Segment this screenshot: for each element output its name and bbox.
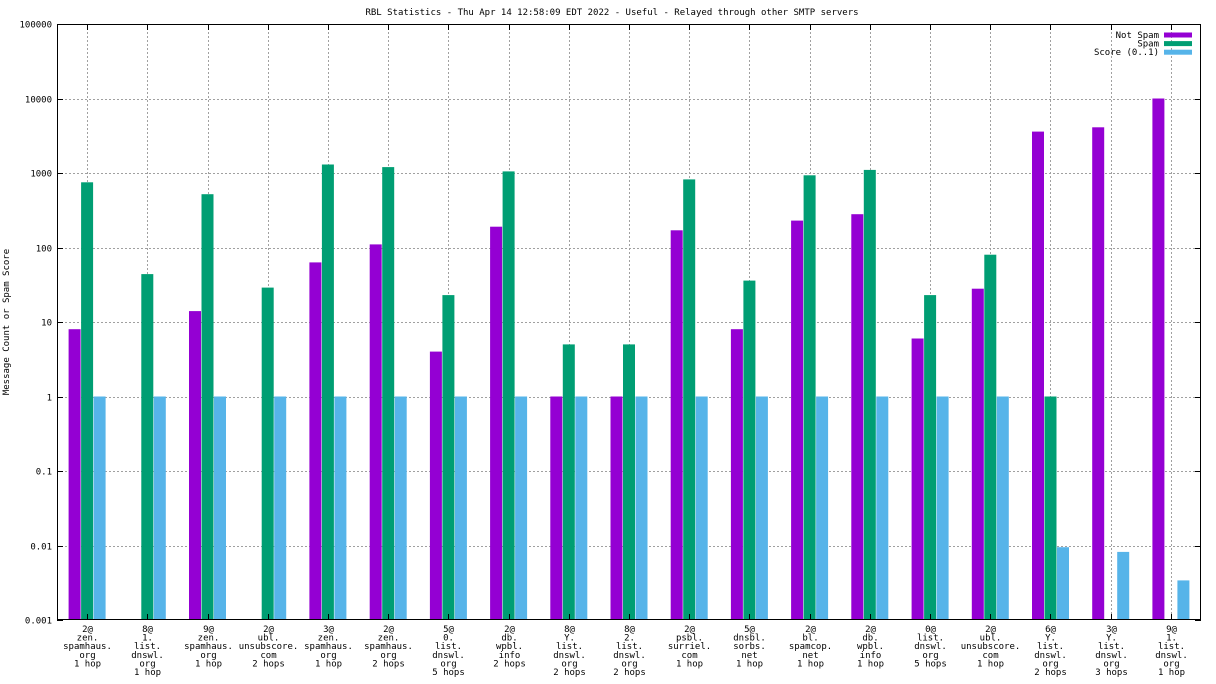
bar-not-spam [369, 244, 382, 620]
y-tick-label: 10000 [25, 96, 52, 106]
bar-spam [141, 274, 154, 620]
bar-score-0-1 [575, 396, 588, 620]
y-tick-label: 1 [47, 394, 52, 404]
bar-score-0-1 [635, 396, 648, 620]
bar-not-spam [490, 226, 503, 620]
bar-not-spam [309, 262, 322, 620]
bar-score-0-1 [695, 396, 708, 620]
bar-spam [623, 344, 635, 620]
bar-spam [1044, 396, 1057, 620]
bar-score-0-1 [214, 396, 226, 620]
bar-score-0-1 [996, 396, 1009, 620]
x-tick-label: 3@ Y. list. dnswl. org 3 hops [1095, 625, 1128, 678]
x-tick-label: 9@ 1. list. dnswl. org 1 hop [1155, 625, 1188, 678]
x-tick-label: 3@ zen. spamhaus. org 1 hop [304, 625, 353, 669]
legend-swatch [1164, 41, 1192, 47]
axes-layer: 0.001 0.01 0.1 1 10 100 1000 10000 100000 2@ zen. s… [19, 21, 1201, 678]
x-tick-label: 2@ psbl. surriel. com 1 hop [668, 625, 711, 669]
bar-score-0-1 [876, 396, 889, 620]
x-tick-label: 6@ Y. list. dnswl. org 2 hops [1034, 625, 1067, 678]
y-tick-label: 100 [36, 245, 52, 255]
bar-score-0-1 [93, 396, 106, 620]
x-tick-label: 5@ 0. list. dnswl. org 5 hops [432, 625, 465, 678]
bar-spam [261, 287, 274, 620]
bar-spam [803, 175, 816, 621]
x-tick-label: 8@ Y. list. dnswl. org 2 hops [553, 625, 586, 678]
bar-spam [562, 344, 575, 620]
bar-spam [743, 280, 756, 620]
bar-score-0-1 [816, 396, 829, 620]
bar-not-spam [791, 220, 804, 620]
bar-spam [201, 194, 214, 620]
bar-score-0-1 [1177, 580, 1190, 620]
bar-spam [502, 171, 515, 620]
bar-not-spam [971, 288, 984, 620]
legend-swatch [1164, 49, 1192, 55]
bar-not-spam [610, 396, 623, 620]
bar-not-spam [189, 311, 201, 620]
x-tick-label: 2@ ubl. unsubscore. com 1 hop [961, 625, 1021, 669]
y-tick-label: 10 [41, 319, 52, 329]
bars-layer [68, 98, 1190, 621]
bar-not-spam [550, 396, 563, 620]
bar-not-spam [911, 338, 924, 620]
x-tick-label: 9@ zen. spamhaus. org 1 hop [184, 625, 233, 669]
bar-score-0-1 [394, 396, 407, 620]
y-axis-label: Message Count or Spam Score [2, 249, 12, 395]
bar-score-0-1 [274, 396, 287, 620]
bar-score-0-1 [1117, 551, 1130, 620]
bar-not-spam [670, 230, 683, 621]
x-tick-label: 2@ db. wpbl. info 2 hops [493, 625, 526, 669]
bar-score-0-1 [515, 396, 528, 620]
y-tick-label: 0.001 [25, 617, 52, 627]
x-tick-label: 2@ ubl. unsubscore. com 2 hops [239, 625, 299, 669]
bar-spam [382, 167, 395, 620]
bar-spam [863, 169, 876, 620]
y-tick-label: 100000 [19, 21, 52, 31]
legend-label: Score (0..1) [1094, 48, 1159, 58]
y-tick-label: 1000 [30, 170, 52, 180]
x-tick-label: 2@ db. wpbl. info 1 hop [857, 625, 884, 669]
bar-score-0-1 [1057, 547, 1069, 620]
bar-spam [683, 179, 696, 620]
bar-spam [984, 254, 997, 620]
chart-title: RBL Statistics - Thu Apr 14 12:58:09 EDT… [365, 8, 858, 18]
x-tick-label: 8@ 1. list. dnswl. org 1 hop [131, 625, 164, 678]
bar-score-0-1 [755, 396, 768, 620]
x-tick-label: 8@ 2. list. dnswl. org 2 hops [613, 625, 646, 678]
x-tick-label: 5@ dnsbl. sorbs. net 1 hop [733, 625, 766, 669]
x-tick-label: 0@ list. dnswl. org 5 hops [914, 625, 947, 669]
bar-spam [321, 164, 334, 620]
x-tick-label: 2@ zen. spamhaus. org 1 hop [63, 625, 112, 669]
bar-spam [442, 295, 455, 620]
bar-not-spam [1032, 131, 1044, 620]
y-tick-label: 0.1 [36, 468, 52, 478]
bar-score-0-1 [153, 396, 166, 620]
bar-score-0-1 [454, 396, 467, 620]
x-tick-label: 2@ bl. spamcop. net 1 hop [789, 625, 832, 669]
plot-frame [57, 24, 1201, 620]
bar-not-spam [68, 329, 81, 620]
bar-not-spam [1092, 127, 1105, 621]
legend-swatch [1164, 32, 1192, 38]
bar-score-0-1 [334, 396, 347, 620]
legend-label: Not Spam [1116, 31, 1159, 41]
bar-score-0-1 [936, 396, 949, 620]
x-tick-label: 2@ zen. spamhaus. org 2 hops [364, 625, 413, 669]
bar-not-spam [851, 214, 864, 620]
bar-not-spam [730, 329, 743, 620]
bar-spam [924, 295, 937, 620]
y-tick-label: 0.01 [30, 543, 52, 553]
bar-not-spam [1152, 98, 1165, 620]
bar-not-spam [429, 351, 442, 620]
legend-label: Spam [1137, 40, 1159, 50]
bar-spam [81, 182, 94, 621]
